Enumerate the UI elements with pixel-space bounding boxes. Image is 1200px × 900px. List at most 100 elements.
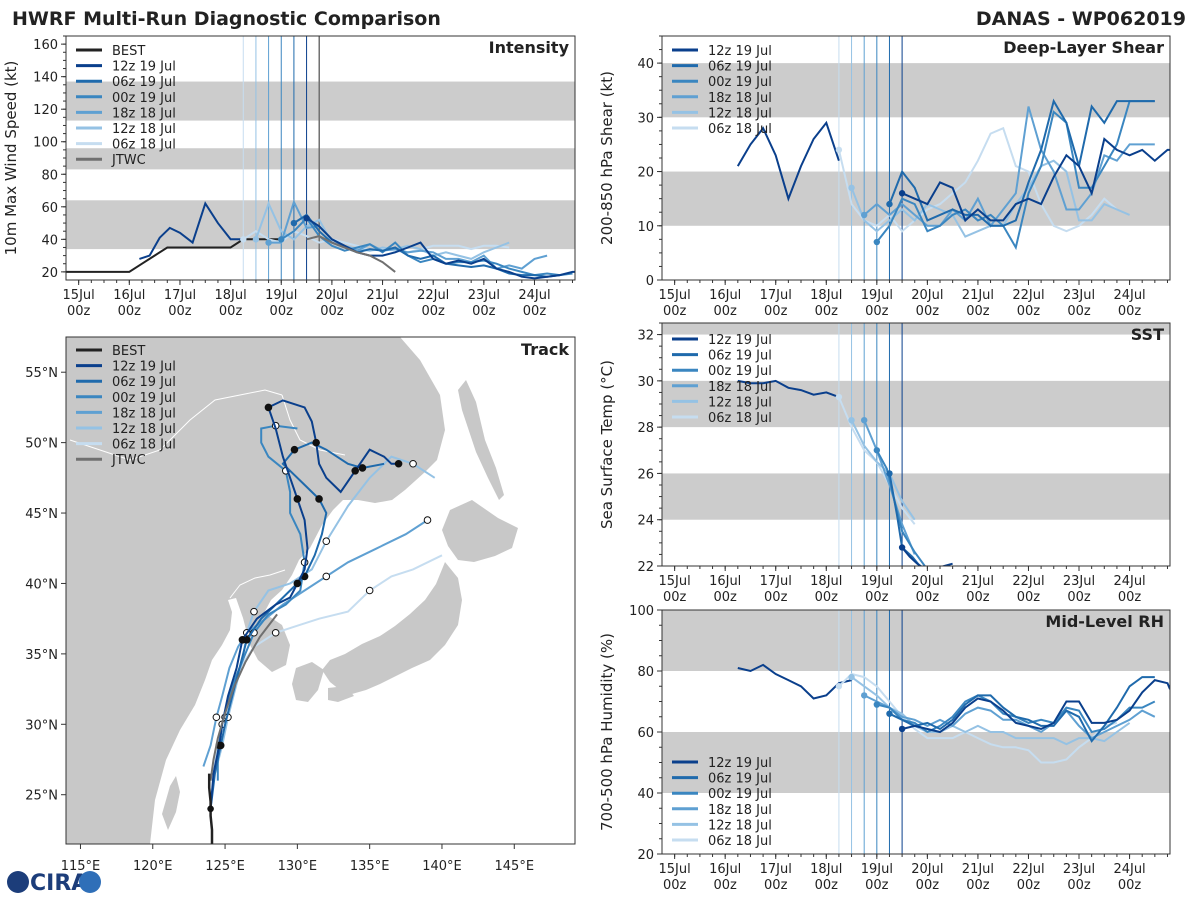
track-ytick-label-1: 30°N xyxy=(25,718,58,733)
track-title: Track xyxy=(521,340,569,359)
shear-xtick-hour-4: 00z xyxy=(865,304,889,319)
intensity-xtick-day-1: 16Jul xyxy=(113,288,145,303)
rh-init-point-4 xyxy=(848,673,855,681)
track-panel: 115°E 120°E 125°E 130°E 135°E 140°E 145°E 25°N 3… xyxy=(25,336,576,874)
sst-init-point-5 xyxy=(835,393,843,401)
shear-xtick-hour-6: 00z xyxy=(966,304,990,319)
intensity-legend-label-3: 00z 19 Jul xyxy=(112,91,176,106)
sst-history-line xyxy=(737,379,840,399)
intensity-legend-label-6: 06z 18 Jul xyxy=(112,138,176,153)
rh-plot-area xyxy=(662,610,1170,854)
sst-xtick-day-9: 24Jul xyxy=(1113,574,1145,589)
intensity-ytick-label-6: 140 xyxy=(33,71,58,86)
sst-init-point-0 xyxy=(898,544,906,551)
rh-xtick-day-0: 15Jul xyxy=(659,862,691,877)
intensity-legend-label-4: 18z 18 Jul xyxy=(112,106,176,121)
intensity-xtick-hour-1: 00z xyxy=(118,304,142,319)
sst-ytick-label-3: 28 xyxy=(637,421,654,436)
track-axes: 115°E 120°E 125°E 130°E 135°E 140°E 145°E 25°N 3… xyxy=(25,336,576,874)
main-title: HWRF Multi-Run Diagnostic Comparison xyxy=(12,8,441,30)
intensity-legend-label-1: 12z 19 Jul xyxy=(112,60,176,75)
shear-xtick-day-6: 21Jul xyxy=(962,288,994,303)
shear-series-0 xyxy=(901,137,1170,223)
intensity-xtick-day-0: 15Jul xyxy=(63,288,95,303)
rh-xtick-hour-7: 00z xyxy=(1017,878,1041,893)
rh-xtick-day-3: 18Jul xyxy=(810,862,842,877)
intensity-history-line xyxy=(139,201,244,260)
intensity-xtick-day-9: 24Jul xyxy=(518,288,550,303)
sst-legend-label-2: 00z 19 Jul xyxy=(708,364,772,379)
intensity-legend-label-5: 12z 18 Jul xyxy=(112,122,176,137)
track-marker-0-30 xyxy=(394,459,403,468)
track-marker-5-10 xyxy=(365,586,374,595)
rh-xtick-day-7: 22Jul xyxy=(1012,862,1044,877)
shear-xtick-hour-3: 00z xyxy=(815,304,839,319)
intensity-xtick-hour-0: 00z xyxy=(67,304,91,319)
shear-series-3 xyxy=(863,106,1155,228)
intensity-ytick-label-7: 160 xyxy=(33,38,58,53)
shear-xtick-day-5: 20Jul xyxy=(911,288,943,303)
shear-xtick-day-1: 16Jul xyxy=(709,288,741,303)
intensity-ytick-label-0: 20 xyxy=(41,266,58,281)
shear-panel: 01020304015Jul00z16Jul00z17Jul00z18Jul00… xyxy=(598,35,1171,319)
shear-series-2 xyxy=(876,100,1155,251)
land-honshu xyxy=(322,562,462,694)
intensity-xtick-hour-3: 00z xyxy=(219,304,243,319)
shear-xtick-hour-2: 00z xyxy=(764,304,788,319)
intensity-plot-area xyxy=(66,36,575,280)
shear-legend-label-2: 00z 19 Jul xyxy=(708,75,772,90)
sst-band-0 xyxy=(662,473,1170,520)
rh-ytick-label-1: 40 xyxy=(637,787,654,802)
shear-legend-label-5: 06z 18 Jul xyxy=(708,122,772,137)
sst-xtick-day-6: 21Jul xyxy=(962,574,994,589)
intensity-xtick-hour-4: 00z xyxy=(270,304,294,319)
shear-ytick-label-1: 10 xyxy=(637,220,654,235)
shear-xtick-day-7: 22Jul xyxy=(1012,288,1044,303)
intensity-band-0 xyxy=(66,200,575,250)
shear-xtick-day-8: 23Jul xyxy=(1063,288,1095,303)
track-marker-3-14 xyxy=(423,516,432,524)
rh-series-4 xyxy=(851,676,1131,746)
track-series-4 xyxy=(213,455,436,774)
track-ytick-label-2: 35°N xyxy=(25,648,58,663)
rh-history-line xyxy=(737,663,852,700)
sst-ytick-label-1: 24 xyxy=(637,514,654,529)
rh-xtick-day-8: 23Jul xyxy=(1063,862,1095,877)
shear-xtick-hour-7: 00z xyxy=(1017,304,1041,319)
storm-title: DANAS - WP062019 xyxy=(976,8,1186,30)
shear-xtick-hour-0: 00z xyxy=(663,304,687,319)
shear-init-point-2 xyxy=(873,238,881,246)
track-series-0 xyxy=(209,399,399,809)
track-legend-label-1: 12z 19 Jul xyxy=(112,360,176,375)
rh-xtick-hour-5: 00z xyxy=(916,878,940,893)
intensity-ytick-label-1: 40 xyxy=(41,233,58,248)
rh-series-3 xyxy=(863,694,1156,740)
intensity-legend-label-0: BEST xyxy=(112,44,145,59)
sst-legend-label-5: 06z 18 Jul xyxy=(708,411,772,426)
shear-xtick-day-4: 19Jul xyxy=(861,288,893,303)
sst-xtick-hour-5: 00z xyxy=(916,590,940,605)
rh-xtick-day-9: 24Jul xyxy=(1113,862,1145,877)
rh-xtick-hour-4: 00z xyxy=(865,878,889,893)
sst-series-2 xyxy=(875,449,926,566)
shear-init-point-1 xyxy=(886,200,893,208)
logo-text: CIRA xyxy=(30,871,88,896)
track-marker-4-10 xyxy=(322,537,331,546)
sst-xtick-hour-1: 00z xyxy=(713,590,737,605)
intensity-xtick-day-3: 18Jul xyxy=(214,288,246,303)
intensity-xtick-day-5: 20Jul xyxy=(316,288,348,303)
shear-xtick-day-9: 24Jul xyxy=(1113,288,1145,303)
rh-ytick-label-3: 80 xyxy=(637,665,654,680)
track-marker-4-6 xyxy=(250,607,258,616)
shear-ytick-label-2: 20 xyxy=(637,166,654,181)
shear-xtick-day-3: 18Jul xyxy=(810,288,842,303)
shear-ytick-label-0: 0 xyxy=(646,274,654,289)
intensity-xtick-hour-6: 00z xyxy=(371,304,395,319)
track-jtwc-line xyxy=(209,613,278,781)
sst-init-point-1 xyxy=(886,470,893,477)
rh-ytick-label-0: 20 xyxy=(637,848,654,863)
intensity-xtick-hour-2: 00z xyxy=(168,304,192,319)
sst-xtick-hour-7: 00z xyxy=(1017,590,1041,605)
intensity-legend-label-7: JTWC xyxy=(111,153,146,168)
shear-xtick-hour-5: 00z xyxy=(916,304,940,319)
